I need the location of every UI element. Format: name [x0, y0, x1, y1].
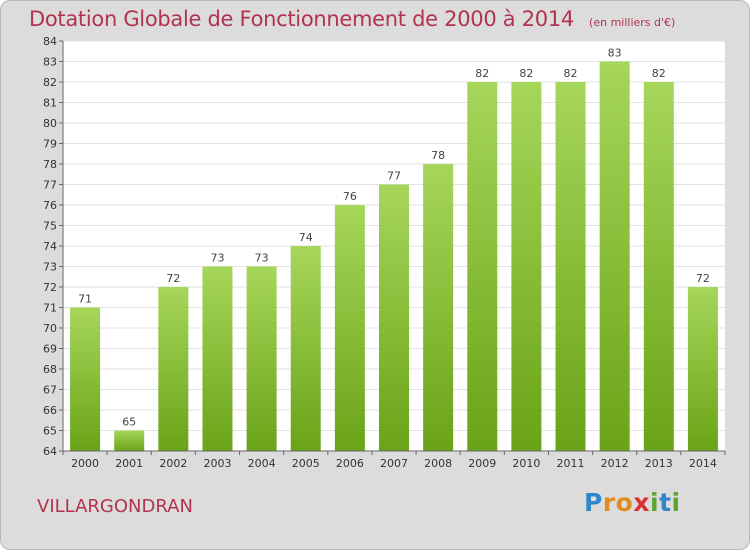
title-row: Dotation Globale de Fonctionnement de 20… — [29, 7, 675, 31]
x-tick-label: 2001 — [115, 457, 143, 470]
logo-letter: i — [650, 488, 660, 517]
logo-letter: o — [615, 488, 634, 517]
bars — [70, 61, 718, 451]
proxiti-logo: Proxiti — [584, 488, 681, 517]
bar-2005 — [290, 246, 321, 451]
bar-2012 — [599, 61, 630, 451]
logo-letter: x — [633, 488, 650, 517]
y-tick-label: 84 — [43, 35, 57, 48]
unit-note: (en milliers d'€) — [589, 16, 676, 29]
y-tick-label: 78 — [43, 158, 57, 171]
x-tick-label: 2007 — [380, 457, 408, 470]
y-tick-label: 68 — [43, 363, 57, 376]
value-label: 65 — [122, 416, 136, 429]
value-label: 72 — [696, 272, 710, 285]
x-tick-label: 2008 — [424, 457, 452, 470]
x-tick-label: 2002 — [159, 457, 187, 470]
bar-2013 — [643, 82, 674, 451]
y-tick-label: 65 — [43, 425, 57, 438]
logo-letter: i — [671, 488, 681, 517]
y-tick-label: 67 — [43, 384, 57, 397]
value-label: 82 — [652, 67, 666, 80]
y-tick-label: 71 — [43, 302, 57, 315]
bar-2009 — [467, 82, 498, 451]
x-tick-label: 2011 — [557, 457, 585, 470]
value-label: 82 — [475, 67, 489, 80]
y-tick-label: 73 — [43, 261, 57, 274]
x-tick-label: 2005 — [292, 457, 320, 470]
bar-2014 — [687, 287, 718, 451]
x-tick-label: 2004 — [248, 457, 276, 470]
y-tick-label: 81 — [43, 97, 57, 110]
value-labels: 71 65 72 73 73 74 76 77 78 82 82 82 83 82 72 — [78, 47, 710, 429]
y-tick-label: 72 — [43, 281, 57, 294]
y-tick-label: 75 — [43, 220, 57, 233]
x-tick-label: 2006 — [336, 457, 364, 470]
y-tick-label: 69 — [43, 343, 57, 356]
bar-2004 — [246, 266, 277, 451]
bar-2007 — [379, 184, 409, 451]
bar-2006 — [334, 205, 365, 451]
value-label: 77 — [387, 170, 401, 183]
x-tick-label: 2010 — [512, 457, 540, 470]
value-label: 72 — [166, 272, 180, 285]
value-label: 83 — [608, 47, 622, 60]
x-tick-label: 2003 — [203, 457, 231, 470]
bar-2003 — [202, 266, 233, 451]
y-tick-label: 70 — [43, 322, 57, 335]
logo-letter: t — [659, 488, 672, 517]
y-tick-label: 82 — [43, 76, 57, 89]
value-label: 78 — [431, 149, 445, 162]
bar-2008 — [423, 164, 454, 451]
y-tick-label: 64 — [43, 445, 57, 458]
y-tick-label: 76 — [43, 199, 57, 212]
value-label: 73 — [255, 252, 269, 265]
value-label: 73 — [210, 252, 224, 265]
y-tick-label: 83 — [43, 56, 57, 69]
bar-2000 — [70, 307, 101, 451]
value-label: 82 — [519, 67, 533, 80]
bar-2002 — [158, 287, 189, 451]
y-axis-ticks: 64 65 66 67 68 69 70 71 72 73 74 75 76 77 78 79 80 81 82 83… — [43, 35, 63, 458]
x-tick-label: 2014 — [689, 457, 717, 470]
chart-title: Dotation Globale de Fonctionnement de 20… — [29, 7, 574, 31]
commune-name: VILLARGONDRAN — [37, 496, 193, 517]
logo-letter: P — [584, 488, 603, 517]
x-tick-label: 2013 — [645, 457, 673, 470]
x-tick-label: 2000 — [71, 457, 99, 470]
y-tick-label: 80 — [43, 117, 57, 130]
y-tick-label: 77 — [43, 179, 57, 192]
value-label: 71 — [78, 293, 92, 306]
y-tick-label: 79 — [43, 138, 57, 151]
y-tick-label: 66 — [43, 404, 57, 417]
y-tick-label: 74 — [43, 240, 57, 253]
x-axis-ticks: 2000 2001 2002 2003 2004 2005 2006 2007 2008 2009… — [62, 451, 726, 470]
x-tick-label: 2012 — [601, 457, 629, 470]
value-label: 76 — [343, 190, 357, 203]
value-label: 82 — [564, 67, 578, 80]
bar-2010 — [511, 82, 542, 451]
logo-letter: r — [602, 488, 616, 517]
value-label: 74 — [299, 231, 313, 244]
bar-2001 — [114, 430, 145, 451]
bar-2011 — [555, 82, 586, 451]
x-tick-label: 2009 — [468, 457, 496, 470]
